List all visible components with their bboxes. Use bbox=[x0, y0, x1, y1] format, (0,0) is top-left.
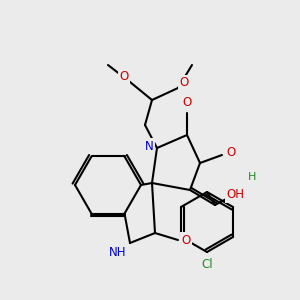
Text: OH: OH bbox=[226, 188, 244, 202]
Text: N: N bbox=[145, 140, 153, 152]
Text: O: O bbox=[182, 233, 190, 247]
Text: Cl: Cl bbox=[201, 257, 213, 271]
Text: H: H bbox=[248, 172, 256, 182]
Text: O: O bbox=[226, 146, 236, 158]
Text: O: O bbox=[182, 97, 192, 110]
Text: O: O bbox=[119, 70, 129, 83]
Text: O: O bbox=[179, 76, 189, 89]
Text: NH: NH bbox=[109, 247, 127, 260]
